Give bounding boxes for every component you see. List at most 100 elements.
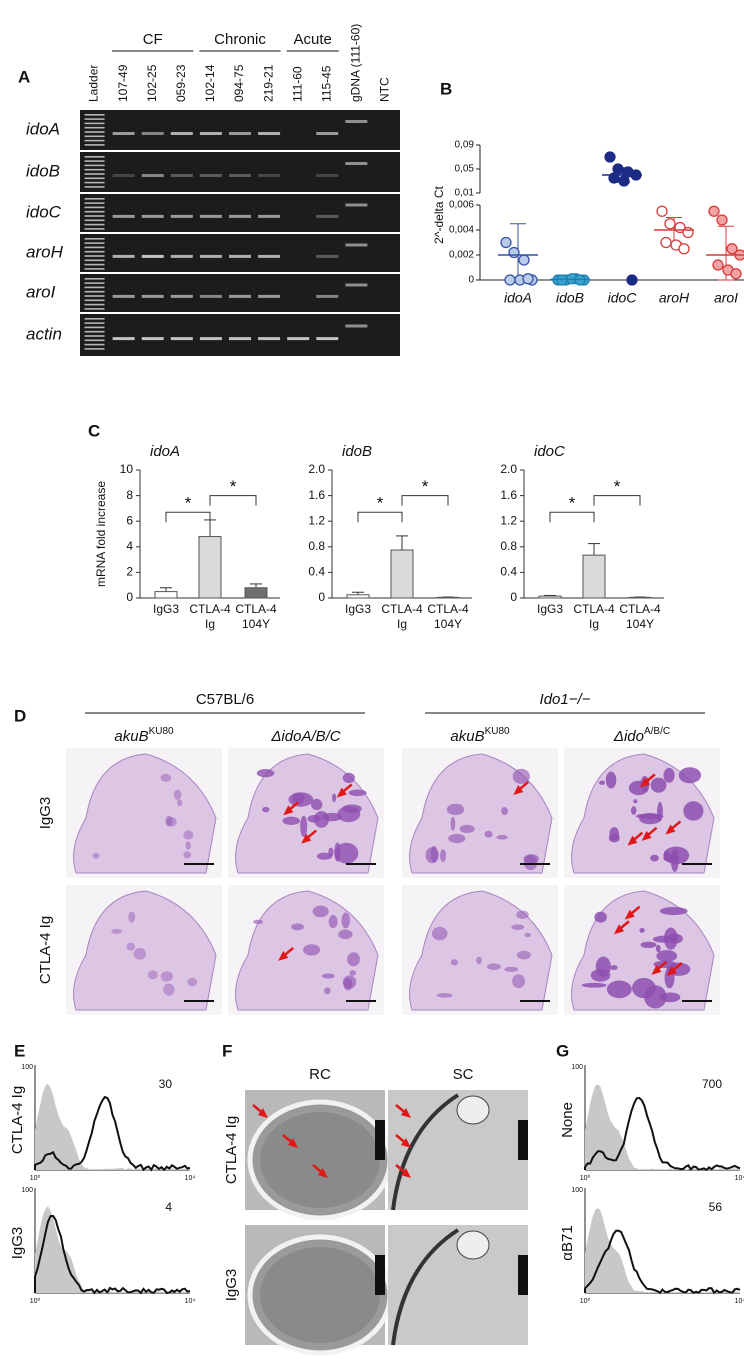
y-tick-label: 0,01 bbox=[455, 188, 475, 199]
significance-bracket bbox=[209, 495, 257, 506]
ladder-band bbox=[84, 348, 105, 350]
x-tick-label: 104Y bbox=[626, 617, 654, 631]
x-tick-label: CTLA-4 bbox=[381, 602, 423, 616]
lesion bbox=[656, 950, 678, 962]
gel-image bbox=[80, 234, 400, 272]
gel-band bbox=[141, 337, 164, 341]
scale-bar bbox=[518, 1120, 528, 1160]
gel-band bbox=[345, 162, 368, 165]
lane-label: Ladder bbox=[87, 65, 101, 102]
ladder-band bbox=[84, 186, 105, 188]
significance-bracket bbox=[165, 511, 211, 523]
gel-band bbox=[229, 174, 251, 177]
ladder-band bbox=[84, 135, 105, 138]
lesion bbox=[321, 973, 335, 979]
lesion bbox=[512, 974, 526, 989]
dot bbox=[518, 254, 530, 266]
gel-band bbox=[287, 337, 310, 341]
y-tick-label: 10 bbox=[120, 462, 134, 476]
ladder-band bbox=[84, 206, 105, 209]
scale-bar bbox=[518, 1255, 528, 1295]
gel-band bbox=[229, 132, 251, 135]
lesion bbox=[632, 977, 656, 999]
lesion bbox=[338, 929, 353, 940]
dot bbox=[682, 226, 694, 239]
lesion bbox=[496, 835, 508, 840]
x-max-label: 10⁴ bbox=[735, 1175, 744, 1182]
ladder-band bbox=[84, 303, 105, 306]
row-label: CTLA-4 Ig bbox=[37, 916, 54, 984]
arrow-head bbox=[401, 1168, 411, 1178]
significance-bracket bbox=[401, 495, 449, 506]
bar bbox=[154, 591, 178, 599]
lesion bbox=[160, 773, 172, 782]
ladder-band bbox=[84, 198, 105, 200]
x-tick-label: CTLA-4 bbox=[235, 602, 277, 616]
lesion bbox=[440, 849, 447, 863]
control-histogram bbox=[585, 1084, 740, 1170]
row-label: CTLA-4 Ig bbox=[223, 1116, 240, 1184]
ladder-band bbox=[84, 126, 105, 129]
panel-label: C bbox=[88, 421, 100, 440]
lane-label: 111-60 bbox=[290, 66, 304, 102]
lesion bbox=[633, 799, 638, 804]
lesion bbox=[504, 966, 519, 972]
y-tick-label: 0.8 bbox=[308, 539, 325, 553]
lesion bbox=[606, 980, 632, 999]
arrow-head bbox=[278, 950, 289, 961]
ladder-band bbox=[84, 144, 105, 146]
chart-title: idoB bbox=[342, 443, 372, 460]
significance-label: * bbox=[569, 494, 576, 513]
bar bbox=[628, 596, 652, 599]
lesion bbox=[630, 806, 637, 815]
cytoplasm bbox=[260, 1112, 380, 1208]
arrow-head bbox=[666, 966, 677, 977]
ladder-band bbox=[84, 250, 105, 253]
y-tick-label: 0,004 bbox=[449, 225, 474, 236]
gel-row-label: idoA bbox=[26, 119, 60, 138]
panel-label: G bbox=[556, 1041, 569, 1060]
gel-band bbox=[112, 174, 135, 177]
lesion bbox=[659, 906, 688, 916]
dot bbox=[522, 273, 534, 285]
lesion bbox=[512, 768, 530, 784]
row-label: IgG3 bbox=[37, 797, 54, 830]
y-tick-label: 2 bbox=[126, 565, 133, 579]
gel-band bbox=[112, 214, 135, 218]
panel-label: F bbox=[222, 1041, 232, 1060]
lung-tissue bbox=[73, 890, 217, 1011]
row-label: αB71 bbox=[559, 1225, 576, 1260]
lane-label: 102-25 bbox=[145, 64, 159, 102]
gel-band bbox=[229, 294, 251, 298]
lesion bbox=[312, 905, 329, 918]
gel-image bbox=[80, 274, 400, 312]
x-max-label: 10⁴ bbox=[185, 1298, 196, 1305]
dot bbox=[660, 236, 672, 249]
lesion bbox=[303, 944, 321, 956]
lesion bbox=[459, 824, 475, 834]
ladder-band bbox=[84, 268, 105, 270]
y-tick-label: 0 bbox=[468, 275, 474, 286]
x-tick-label: idoC bbox=[608, 290, 638, 306]
lesion bbox=[430, 845, 438, 863]
gel-row-label: idoB bbox=[26, 161, 60, 180]
arrow-head bbox=[258, 1108, 268, 1118]
dot bbox=[500, 236, 512, 249]
gel-band bbox=[258, 337, 281, 341]
dot bbox=[678, 243, 690, 255]
x-tick-label: idoA bbox=[504, 290, 532, 306]
lesion bbox=[635, 813, 664, 820]
dot bbox=[708, 205, 720, 217]
gel-band bbox=[229, 337, 251, 341]
column-label: SC bbox=[453, 1066, 474, 1083]
lesion bbox=[322, 812, 342, 822]
lesion bbox=[163, 983, 175, 996]
bar bbox=[436, 596, 460, 599]
y-tick-label: 1.6 bbox=[500, 488, 517, 502]
column-label: RC bbox=[309, 1066, 331, 1083]
lesion bbox=[650, 777, 667, 793]
gel-band bbox=[112, 132, 135, 135]
column-label: akuBKU80 bbox=[114, 726, 174, 745]
y-tick-label: 0,002 bbox=[449, 250, 474, 261]
